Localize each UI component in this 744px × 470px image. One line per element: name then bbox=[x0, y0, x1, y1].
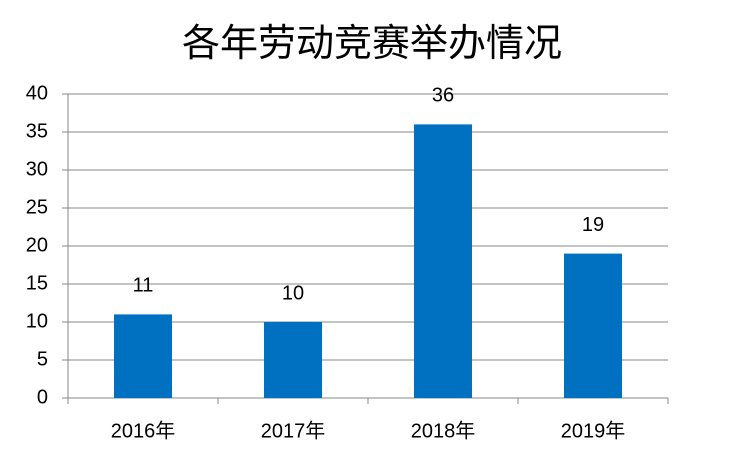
x-tick-label: 2016年 bbox=[111, 419, 176, 442]
y-tick-label: 30 bbox=[26, 158, 48, 180]
y-tick-label: 35 bbox=[26, 120, 48, 142]
bar bbox=[264, 322, 322, 398]
y-tick-label: 0 bbox=[37, 386, 48, 408]
x-tick-label: 2017年 bbox=[261, 419, 326, 442]
x-tick-label: 2019年 bbox=[561, 419, 626, 442]
bar bbox=[114, 314, 172, 398]
data-label: 36 bbox=[432, 85, 454, 107]
chart-title: 各年劳动竞赛举办情况 bbox=[182, 23, 562, 65]
bar bbox=[564, 253, 622, 398]
y-tick-label: 5 bbox=[37, 348, 48, 370]
y-tick-label: 20 bbox=[26, 234, 48, 256]
y-tick-label: 15 bbox=[26, 272, 48, 294]
data-label: 11 bbox=[133, 275, 154, 297]
bar bbox=[414, 124, 472, 399]
y-tick-label: 10 bbox=[26, 310, 48, 332]
data-label: 10 bbox=[282, 282, 304, 304]
y-tick-label: 25 bbox=[26, 196, 48, 218]
y-tick-label: 40 bbox=[26, 82, 48, 104]
data-label: 19 bbox=[582, 214, 604, 236]
x-tick-label: 2018年 bbox=[411, 419, 476, 442]
